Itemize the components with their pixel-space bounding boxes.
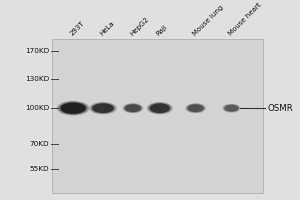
Ellipse shape: [186, 104, 205, 113]
Ellipse shape: [61, 102, 86, 114]
Ellipse shape: [125, 104, 141, 112]
Text: Mouse lung: Mouse lung: [191, 4, 224, 37]
Text: HeLa: HeLa: [99, 20, 116, 37]
Text: 70KD: 70KD: [30, 141, 49, 147]
Ellipse shape: [223, 104, 240, 112]
Ellipse shape: [148, 103, 172, 114]
Ellipse shape: [58, 102, 88, 115]
Text: 130KD: 130KD: [25, 76, 49, 82]
Text: 100KD: 100KD: [25, 105, 49, 111]
Ellipse shape: [222, 104, 241, 113]
Ellipse shape: [188, 104, 204, 112]
Ellipse shape: [224, 105, 239, 112]
Ellipse shape: [124, 104, 142, 113]
Text: Mouse heart: Mouse heart: [227, 2, 262, 37]
Text: HepG2: HepG2: [129, 16, 150, 37]
Ellipse shape: [185, 103, 206, 113]
Text: 55KD: 55KD: [30, 166, 49, 172]
Ellipse shape: [147, 102, 173, 115]
Ellipse shape: [150, 103, 170, 113]
Text: Raji: Raji: [155, 23, 169, 37]
Bar: [52, 39, 263, 193]
Text: OSMR: OSMR: [267, 104, 293, 113]
Ellipse shape: [89, 102, 117, 115]
Ellipse shape: [91, 103, 116, 114]
Text: 170KD: 170KD: [25, 48, 49, 54]
Ellipse shape: [57, 101, 90, 116]
Ellipse shape: [92, 103, 114, 113]
Ellipse shape: [122, 103, 144, 113]
Text: 293T: 293T: [69, 20, 85, 37]
